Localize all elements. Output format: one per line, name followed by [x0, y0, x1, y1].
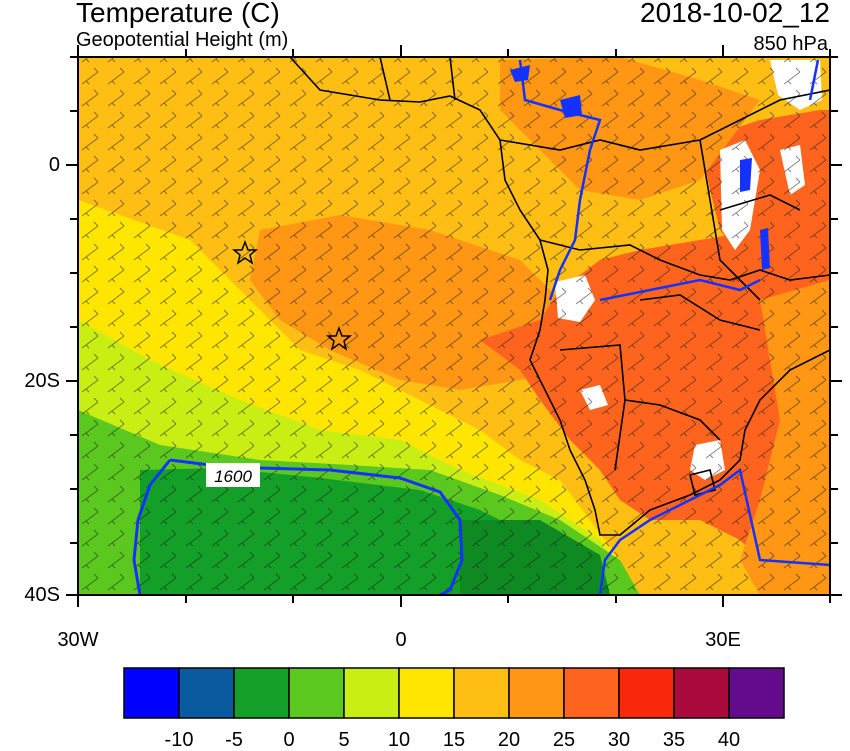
lat-label-20s: 20S: [24, 370, 60, 392]
colorbar-swatch: [728, 667, 785, 719]
inland-water: [510, 65, 770, 270]
colorbar-swatch: [288, 667, 345, 719]
svg-text:1600: 1600: [214, 467, 252, 486]
lat-label-0: 0: [48, 154, 60, 176]
star-marker: [231, 239, 259, 265]
map-subtitle: Geopotential Height (m): [76, 29, 289, 51]
lon-label-30w: 30W: [57, 629, 99, 651]
map-datetime: 2018-10-02_12: [640, 0, 830, 28]
colorbar-swatch: [398, 667, 455, 719]
axis-ticks: [66, 45, 842, 607]
colorbar-label: -5: [225, 729, 243, 751]
colorbar-label: 5: [338, 729, 350, 751]
colorbar-label: 15: [442, 729, 466, 751]
colorbar-swatch: [453, 667, 510, 719]
colorbar-label: 40: [717, 729, 741, 751]
colorbar-label: 20: [497, 729, 521, 751]
contour-label: 1600: [206, 463, 260, 487]
colorbar-swatch: [343, 667, 400, 719]
colorbar-swatch: [563, 667, 620, 719]
colorbar-swatch: [233, 667, 290, 719]
colorbar-label: 10: [387, 729, 411, 751]
colorbar-swatch: [178, 667, 235, 719]
map-title: Temperature (C): [76, 0, 280, 28]
colorbar-swatch: [618, 667, 675, 719]
colorbar: [123, 667, 785, 719]
colorbar-swatch: [673, 667, 730, 719]
colorbar-label: 0: [283, 729, 295, 751]
water-lines: [518, 59, 830, 595]
coastline: [289, 57, 830, 536]
colorbar-swatch: [123, 667, 180, 719]
lon-label-30e: 30E: [705, 629, 741, 651]
colorbar-label: -10: [164, 729, 194, 751]
lon-label-0: 0: [395, 629, 407, 651]
temperature-field: [78, 57, 830, 595]
colorbar-swatch: [508, 667, 565, 719]
colorbar-label: 35: [662, 729, 686, 751]
lat-label-40s: 40S: [24, 584, 60, 606]
pressure-level: 850 hPa: [753, 33, 828, 55]
colorbar-label: 30: [607, 729, 631, 751]
colorbar-label: 25: [552, 729, 576, 751]
star-marker: [325, 325, 353, 351]
